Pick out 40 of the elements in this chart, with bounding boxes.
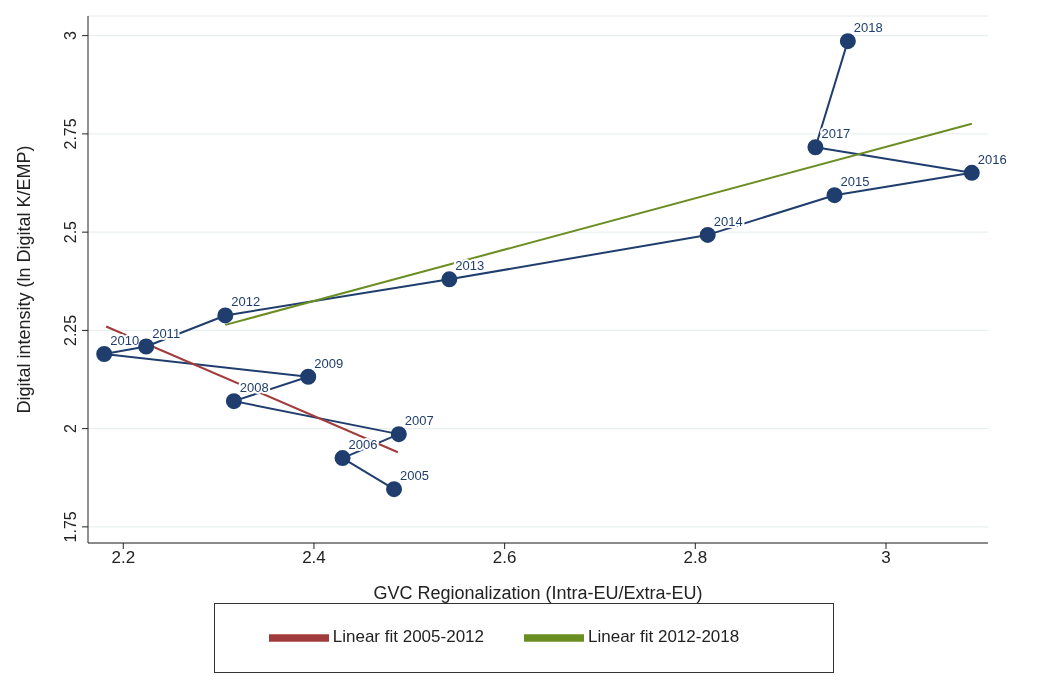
point	[826, 187, 843, 204]
point	[386, 481, 403, 498]
point	[300, 368, 317, 385]
annotation: 2017	[821, 126, 851, 142]
point	[441, 271, 458, 288]
y-tick-label: 2.5	[62, 220, 79, 244]
point	[334, 450, 351, 467]
annotation: 2007	[404, 413, 434, 429]
x-tick-label: 2.2	[111, 548, 136, 568]
y-axis-title: Digital intensity (ln Digital K/EMP)	[14, 145, 35, 414]
annotation: 2010	[110, 332, 140, 348]
point	[839, 33, 856, 50]
annotation: 2014	[713, 213, 743, 229]
point	[225, 393, 242, 410]
point	[699, 226, 716, 243]
y-tick-label: 1.75	[62, 511, 79, 543]
point	[217, 307, 234, 324]
point	[807, 139, 824, 156]
annotation: 2015	[840, 174, 870, 190]
y-tick-label: 2.25	[62, 314, 79, 346]
annotation: 2012	[231, 294, 261, 310]
y-tick-label: 3	[62, 31, 79, 41]
x-tick-label: 3	[881, 548, 891, 568]
x-tick-label: 2.6	[492, 548, 517, 568]
legend-label: Linear fit 2012-2018	[588, 627, 740, 647]
point	[390, 426, 407, 443]
annotation: 2018	[853, 20, 883, 36]
point	[96, 345, 113, 362]
y-tick-label: 2	[62, 424, 79, 434]
y-tick-label: 2.75	[62, 118, 79, 150]
x-tick-label: 2.8	[683, 548, 708, 568]
point	[138, 338, 155, 355]
annotation: 2013	[455, 258, 485, 274]
annotation: 2005	[400, 468, 429, 484]
annotation: 2016	[977, 151, 1007, 167]
x-axis-title: GVC Regionalization (Intra-EU/Extra-EU)	[373, 583, 703, 603]
legend-label: Linear fit 2005-2012	[332, 627, 484, 647]
annotation: 2009	[314, 355, 344, 371]
x-tick-label: 2.4	[302, 548, 326, 568]
point	[963, 164, 980, 181]
